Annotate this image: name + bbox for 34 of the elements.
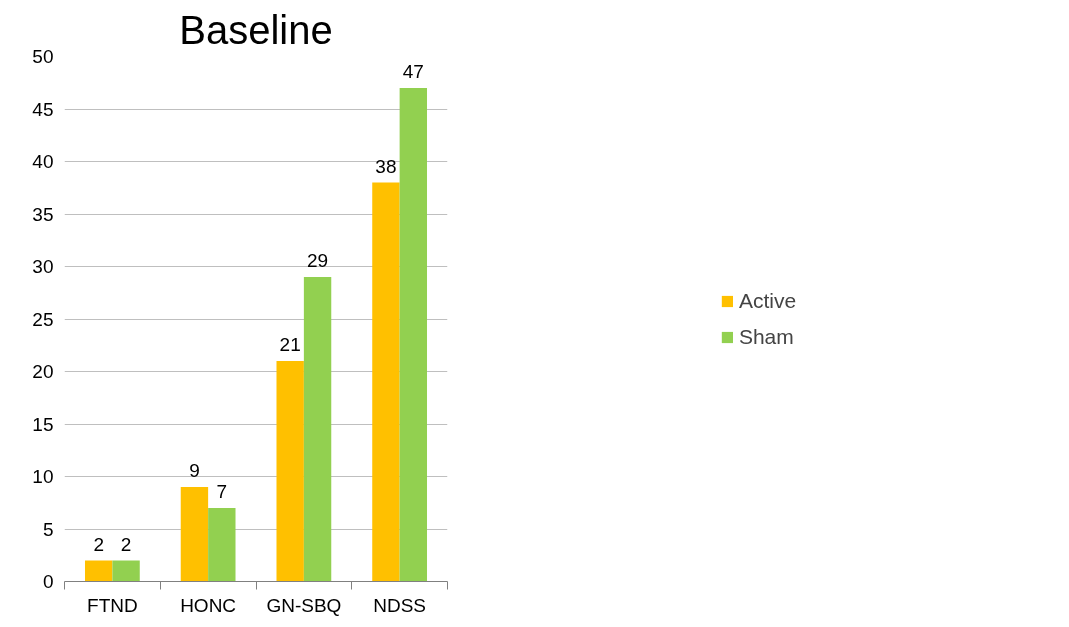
bar bbox=[180, 487, 209, 582]
data-label: 47 bbox=[402, 61, 424, 82]
data-label: 21 bbox=[279, 334, 301, 355]
x-tick-label: NDSS bbox=[373, 594, 427, 616]
y-tick-label: 10 bbox=[32, 466, 54, 487]
chart-title: Baseline bbox=[179, 7, 333, 52]
bar bbox=[112, 560, 140, 582]
data-label: 29 bbox=[307, 250, 329, 271]
x-tick-label: FTND bbox=[87, 594, 138, 616]
y-tick-label: 50 bbox=[32, 46, 54, 67]
y-tick-label: 25 bbox=[32, 308, 54, 330]
x-tick-label: GN-SBQ bbox=[266, 594, 342, 616]
bar bbox=[276, 361, 304, 582]
bar bbox=[208, 508, 236, 582]
y-tick-label: 40 bbox=[32, 151, 54, 172]
y-tick-label: 0 bbox=[42, 571, 54, 592]
y-tick-label: 45 bbox=[32, 98, 54, 120]
y-tick-label: 35 bbox=[32, 203, 54, 225]
y-tick-label: 5 bbox=[42, 518, 54, 540]
bar bbox=[303, 277, 332, 582]
legend-label: Active bbox=[738, 288, 797, 313]
data-label: 7 bbox=[216, 481, 228, 502]
y-tick-label: 15 bbox=[32, 413, 54, 435]
bar bbox=[84, 560, 113, 582]
data-label: 9 bbox=[189, 460, 200, 481]
data-label: 2 bbox=[120, 533, 132, 555]
data-label: 2 bbox=[93, 533, 104, 555]
bar bbox=[399, 88, 428, 582]
legend-label: Sham bbox=[738, 324, 794, 349]
x-tick-label: HONC bbox=[180, 594, 237, 616]
bar bbox=[372, 182, 400, 582]
y-tick-label: 20 bbox=[32, 361, 54, 382]
data-label: 38 bbox=[375, 155, 397, 177]
y-tick-label: 30 bbox=[32, 256, 54, 277]
